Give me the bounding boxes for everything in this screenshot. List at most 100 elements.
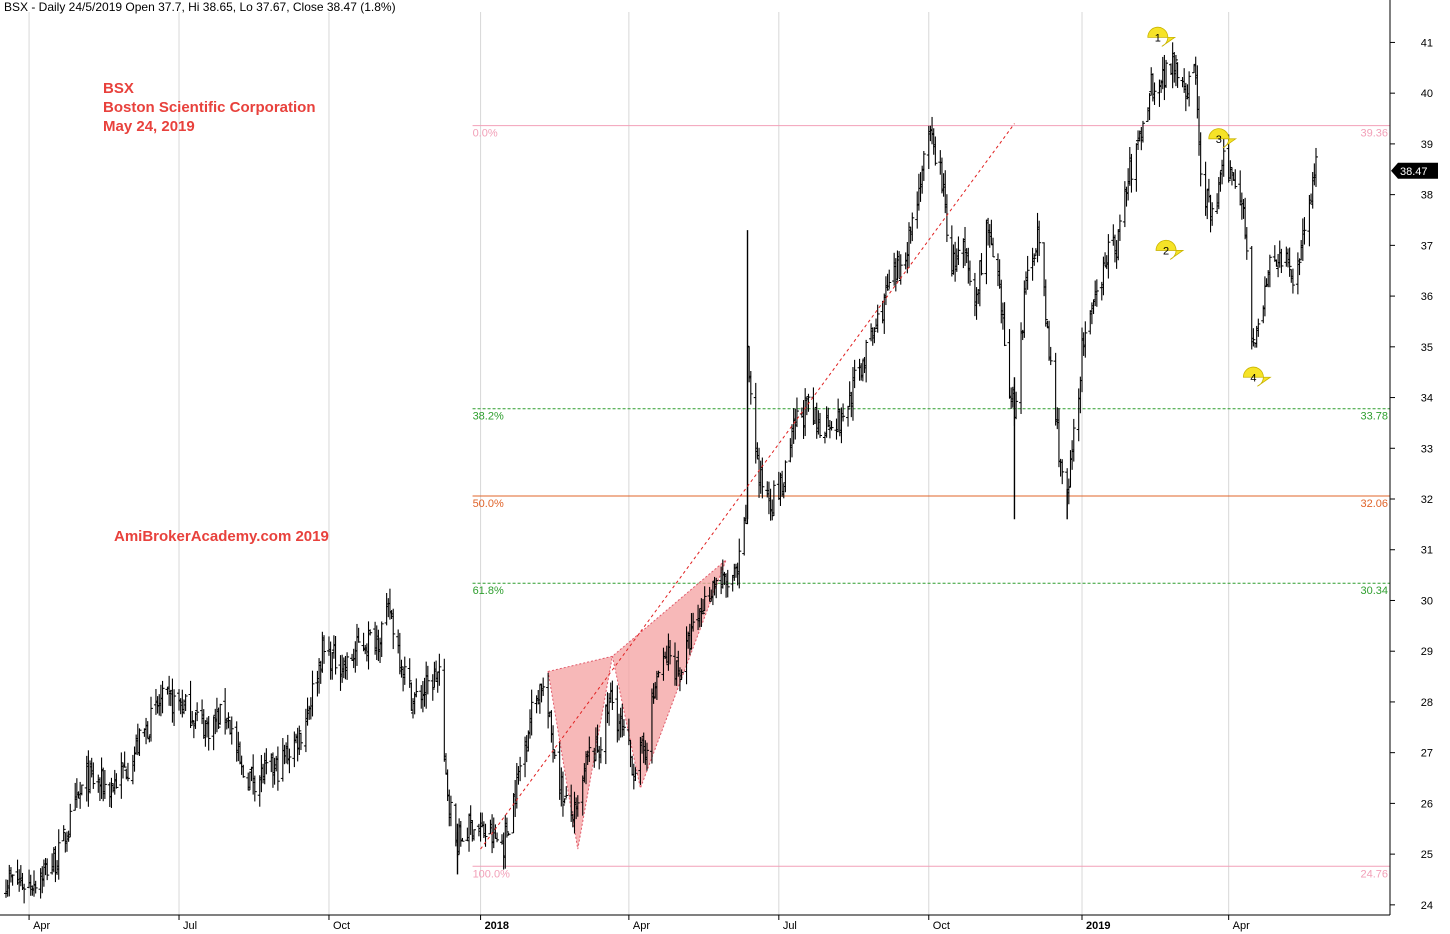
ohlc-bar [610,680,615,711]
ohlc-bar [368,629,373,636]
ohlc-bar [425,665,430,695]
ohlc-bar [437,653,442,686]
ohlc-bar [725,569,730,598]
ohlc-bar [1106,234,1111,279]
x-tick-label: 2019 [1086,920,1110,932]
ohlc-bar [518,756,523,782]
fib-percent-label: 0.0% [473,128,498,140]
y-tick-label: 27 [1421,748,1433,760]
ohlc-bar [551,725,556,763]
ohlc-bar [644,742,649,771]
ohlc-bar [1210,202,1215,226]
ohlc-bar [1152,82,1157,105]
ohlc-bar [1221,135,1226,177]
fibonacci-levels: 0.0% 39.36 38.2% 33.78 50.0% 32.06 61.8% 30.34 1… [472,125,1390,880]
fib-price-label: 33.78 [1360,411,1388,423]
ohlc-bar [68,803,73,838]
ohlc-bar [195,702,200,722]
ohlc-bar [679,669,684,680]
marker-4: 4 [1242,366,1272,387]
ohlc-bar [1164,59,1169,88]
ohlc-bar [1272,245,1277,262]
ohlc-bar [22,883,27,904]
chart-header-info: BSX - Daily 24/5/2019 Open 37.7, Hi 38.6… [4,0,396,14]
ohlc-bar [852,359,857,389]
ohlc-bar [1117,214,1122,241]
ohlc-bar [1134,143,1139,192]
ohlc-bar [1175,62,1180,88]
marker-label: 3 [1216,134,1222,146]
y-tick-label: 40 [1421,88,1433,100]
ohlc-bar [1147,93,1152,121]
ohlc-bar [1094,279,1099,307]
ohlc-bar [1037,220,1042,256]
ohlc-bar [898,254,903,285]
ohlc-bar [160,680,165,714]
ohlc-bar [1002,302,1007,347]
ohlc-bar [846,405,851,427]
ohlc-bar [229,716,234,745]
ohlc-bar [122,751,127,768]
ohlc-bar [956,236,961,266]
last-price-label: 38.47 [1400,166,1428,178]
ohlc-bar [391,608,396,650]
ohlc-bar [356,627,361,643]
y-tick-label: 34 [1421,393,1433,405]
y-tick-label: 33 [1421,443,1433,455]
ohlc-bar [91,762,96,789]
fib-price-label: 24.76 [1360,868,1388,880]
ohlc-bar [1198,132,1203,187]
ohlc-bars [4,42,1318,904]
x-tick-label: 2018 [485,920,509,932]
chart-symbol: BSX [103,80,134,97]
ohlc-bar [991,237,996,258]
ohlc-bar [287,748,292,774]
ohlc-bar [841,403,846,422]
y-tick-label: 24 [1421,900,1433,912]
ohlc-bar [760,457,765,499]
ohlc-bar [206,716,211,751]
ohlc-bar [552,750,557,759]
ohlc-bar [1251,328,1256,347]
ohlc-bar [872,327,877,344]
ohlc-bar [407,658,412,688]
y-tick-label: 41 [1421,37,1433,49]
ohlc-bar [1290,268,1295,294]
x-tick-label: Apr [1233,920,1250,932]
fib-price-label: 30.34 [1360,585,1388,597]
ohlc-bar [322,635,327,664]
ohlc-bar [188,680,193,729]
ohlc-bar [921,151,926,181]
ohlc-bar [875,304,880,333]
x-tick-label: Apr [633,920,650,932]
ohlc-bar [149,696,154,742]
ohlc-bar [402,656,407,685]
last-price-box [1391,162,1438,179]
marker-3: 3 [1208,128,1238,149]
ohlc-bar [771,480,776,517]
ohlc-bar [529,689,534,736]
y-tick-label: 31 [1421,545,1433,557]
ohlc-bar [345,652,350,680]
ohlc-bar [1140,120,1145,143]
ohlc-bar [944,194,949,243]
fib-percent-label: 50.0% [473,498,504,510]
ohlc-bar [707,586,712,602]
ohlc-bar [1297,258,1302,276]
ohlc-bar [275,746,280,791]
ohlc-bar [448,795,453,827]
y-tick-label: 32 [1421,494,1433,506]
ohlc-bar [1287,247,1292,277]
ohlc-bar [737,538,742,589]
ohlc-bar [506,832,511,836]
y-tick-label: 35 [1421,342,1433,354]
ohlc-bar [783,460,788,493]
marker-1: 1 [1147,26,1177,47]
ohlc-bar [587,736,592,763]
ohlc-bar [1083,321,1088,358]
y-tick-label: 29 [1421,646,1433,658]
ohlc-bar [297,725,302,755]
fib-trendline [480,123,1015,850]
marker-bubble [1242,366,1272,387]
ohlc-bar [701,598,706,615]
